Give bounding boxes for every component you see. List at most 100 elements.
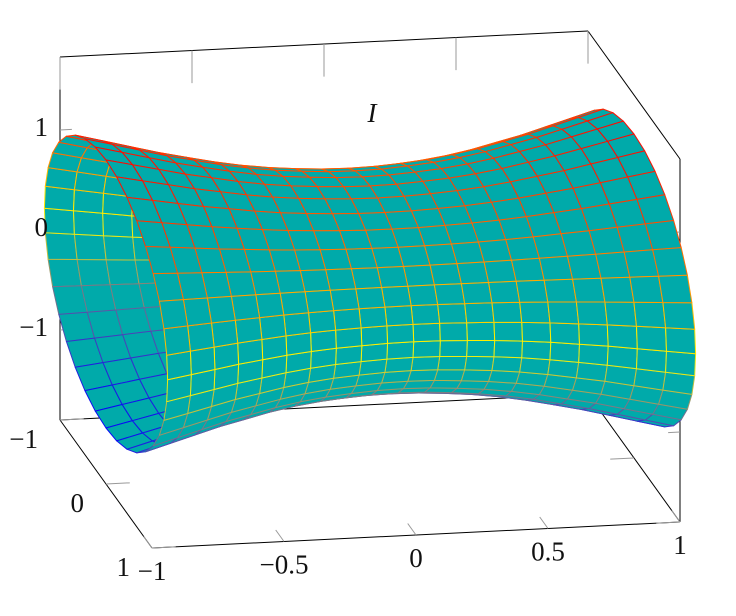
surface-patch: [493, 321, 523, 342]
y-tick: [610, 457, 635, 460]
surface-patch: [279, 291, 309, 316]
surface-patch: [410, 304, 441, 325]
surface-patch: [255, 292, 285, 319]
z-tick: [59, 128, 72, 131]
surface-patch: [47, 258, 82, 288]
surface-patch: [381, 285, 412, 308]
surface-patch: [386, 323, 415, 344]
surface-patch: [73, 233, 107, 261]
y-tick-label: −1: [9, 424, 38, 454]
surface-patch: [549, 341, 580, 363]
surface-patch: [412, 340, 441, 358]
surface-patch: [483, 259, 517, 283]
surface-patch: [652, 247, 688, 277]
surface-patch: [386, 341, 415, 360]
y-tick: [105, 482, 130, 485]
surface-patch: [488, 280, 521, 304]
surface-patch: [360, 342, 388, 363]
surface-patch: [355, 287, 386, 310]
surface-patch: [547, 301, 580, 325]
surface-patch: [606, 345, 638, 370]
surface-patch: [285, 332, 312, 356]
surface-patch: [335, 345, 363, 365]
surface-patch: [384, 305, 414, 327]
surface-patch: [636, 325, 667, 352]
surface-patch: [73, 189, 104, 214]
y-tick-label: 0: [71, 488, 85, 518]
surface-patch: [433, 283, 466, 305]
surface-patch: [636, 348, 667, 373]
x-tick: [671, 510, 681, 523]
x-tick-label: 0: [409, 543, 423, 573]
x-tick: [275, 529, 285, 542]
surface-patch: [491, 356, 523, 373]
surface-patch: [464, 302, 495, 324]
surface-patch: [466, 321, 496, 341]
surface-patch: [407, 369, 439, 382]
y-tick-label: 1: [117, 552, 131, 582]
surface-patch: [299, 269, 331, 293]
y-tick: [151, 546, 176, 549]
surface-patch: [658, 274, 693, 304]
surface-patch: [515, 279, 549, 303]
surface-patch: [538, 255, 574, 281]
surface-patch: [261, 335, 288, 361]
surface-patch: [543, 278, 577, 303]
surface-patch: [629, 275, 664, 303]
surface-patch: [103, 235, 136, 261]
surface-patch: [76, 259, 111, 287]
surface-patch: [511, 257, 545, 282]
surface-patch: [213, 342, 240, 370]
surface-patch: [429, 379, 462, 389]
surface-patch: [456, 261, 490, 285]
surface-patch: [182, 297, 212, 327]
surface-patch: [329, 288, 360, 312]
surface-patch: [521, 321, 552, 343]
z-tick: [668, 431, 681, 434]
surface-patch: [109, 283, 145, 311]
surface-patch: [166, 350, 192, 381]
surface-patch: [437, 303, 468, 324]
z-tick-label: −1: [19, 312, 48, 342]
x-tick-label: 0.5: [531, 537, 565, 567]
surface-patch: [439, 340, 468, 357]
y-tick: [59, 418, 84, 421]
surface-patch: [335, 327, 363, 349]
surface-patch: [488, 370, 521, 384]
surface-patch: [384, 356, 414, 373]
surface-patch: [333, 308, 362, 331]
surface-patch: [43, 207, 75, 235]
x-tick-label: −1: [138, 556, 167, 586]
surface-patch: [493, 340, 523, 359]
x-tick: [407, 523, 417, 536]
surface-patch: [519, 357, 551, 375]
surface-patch: [460, 282, 493, 305]
surface-patch: [43, 185, 75, 212]
y-tick: [656, 521, 681, 524]
x-tick: [539, 516, 549, 529]
surface-patch: [105, 259, 140, 286]
surface-patch: [439, 322, 468, 342]
surface-patch: [600, 276, 635, 303]
surface-patch: [521, 340, 552, 361]
surface-patch: [259, 314, 287, 340]
surface-patch: [158, 299, 189, 330]
x-tick-label: −0.5: [260, 550, 309, 580]
surface-patch: [237, 339, 264, 365]
surface-patch: [665, 327, 697, 355]
surface-patch: [230, 294, 261, 321]
surface-patch: [549, 322, 580, 345]
axis-line: [587, 30, 681, 160]
surface-patch: [606, 324, 638, 350]
surface-patch: [604, 301, 637, 327]
surface-patch: [234, 317, 263, 344]
surface-patch: [310, 329, 337, 352]
surface-patch: [350, 267, 383, 290]
x-tick-label: 1: [673, 530, 687, 560]
surface-patch: [308, 310, 337, 334]
surface-patch: [376, 266, 409, 288]
surface-patch: [304, 289, 335, 314]
surface-patch: [578, 323, 609, 347]
surface-patch: [325, 268, 357, 291]
